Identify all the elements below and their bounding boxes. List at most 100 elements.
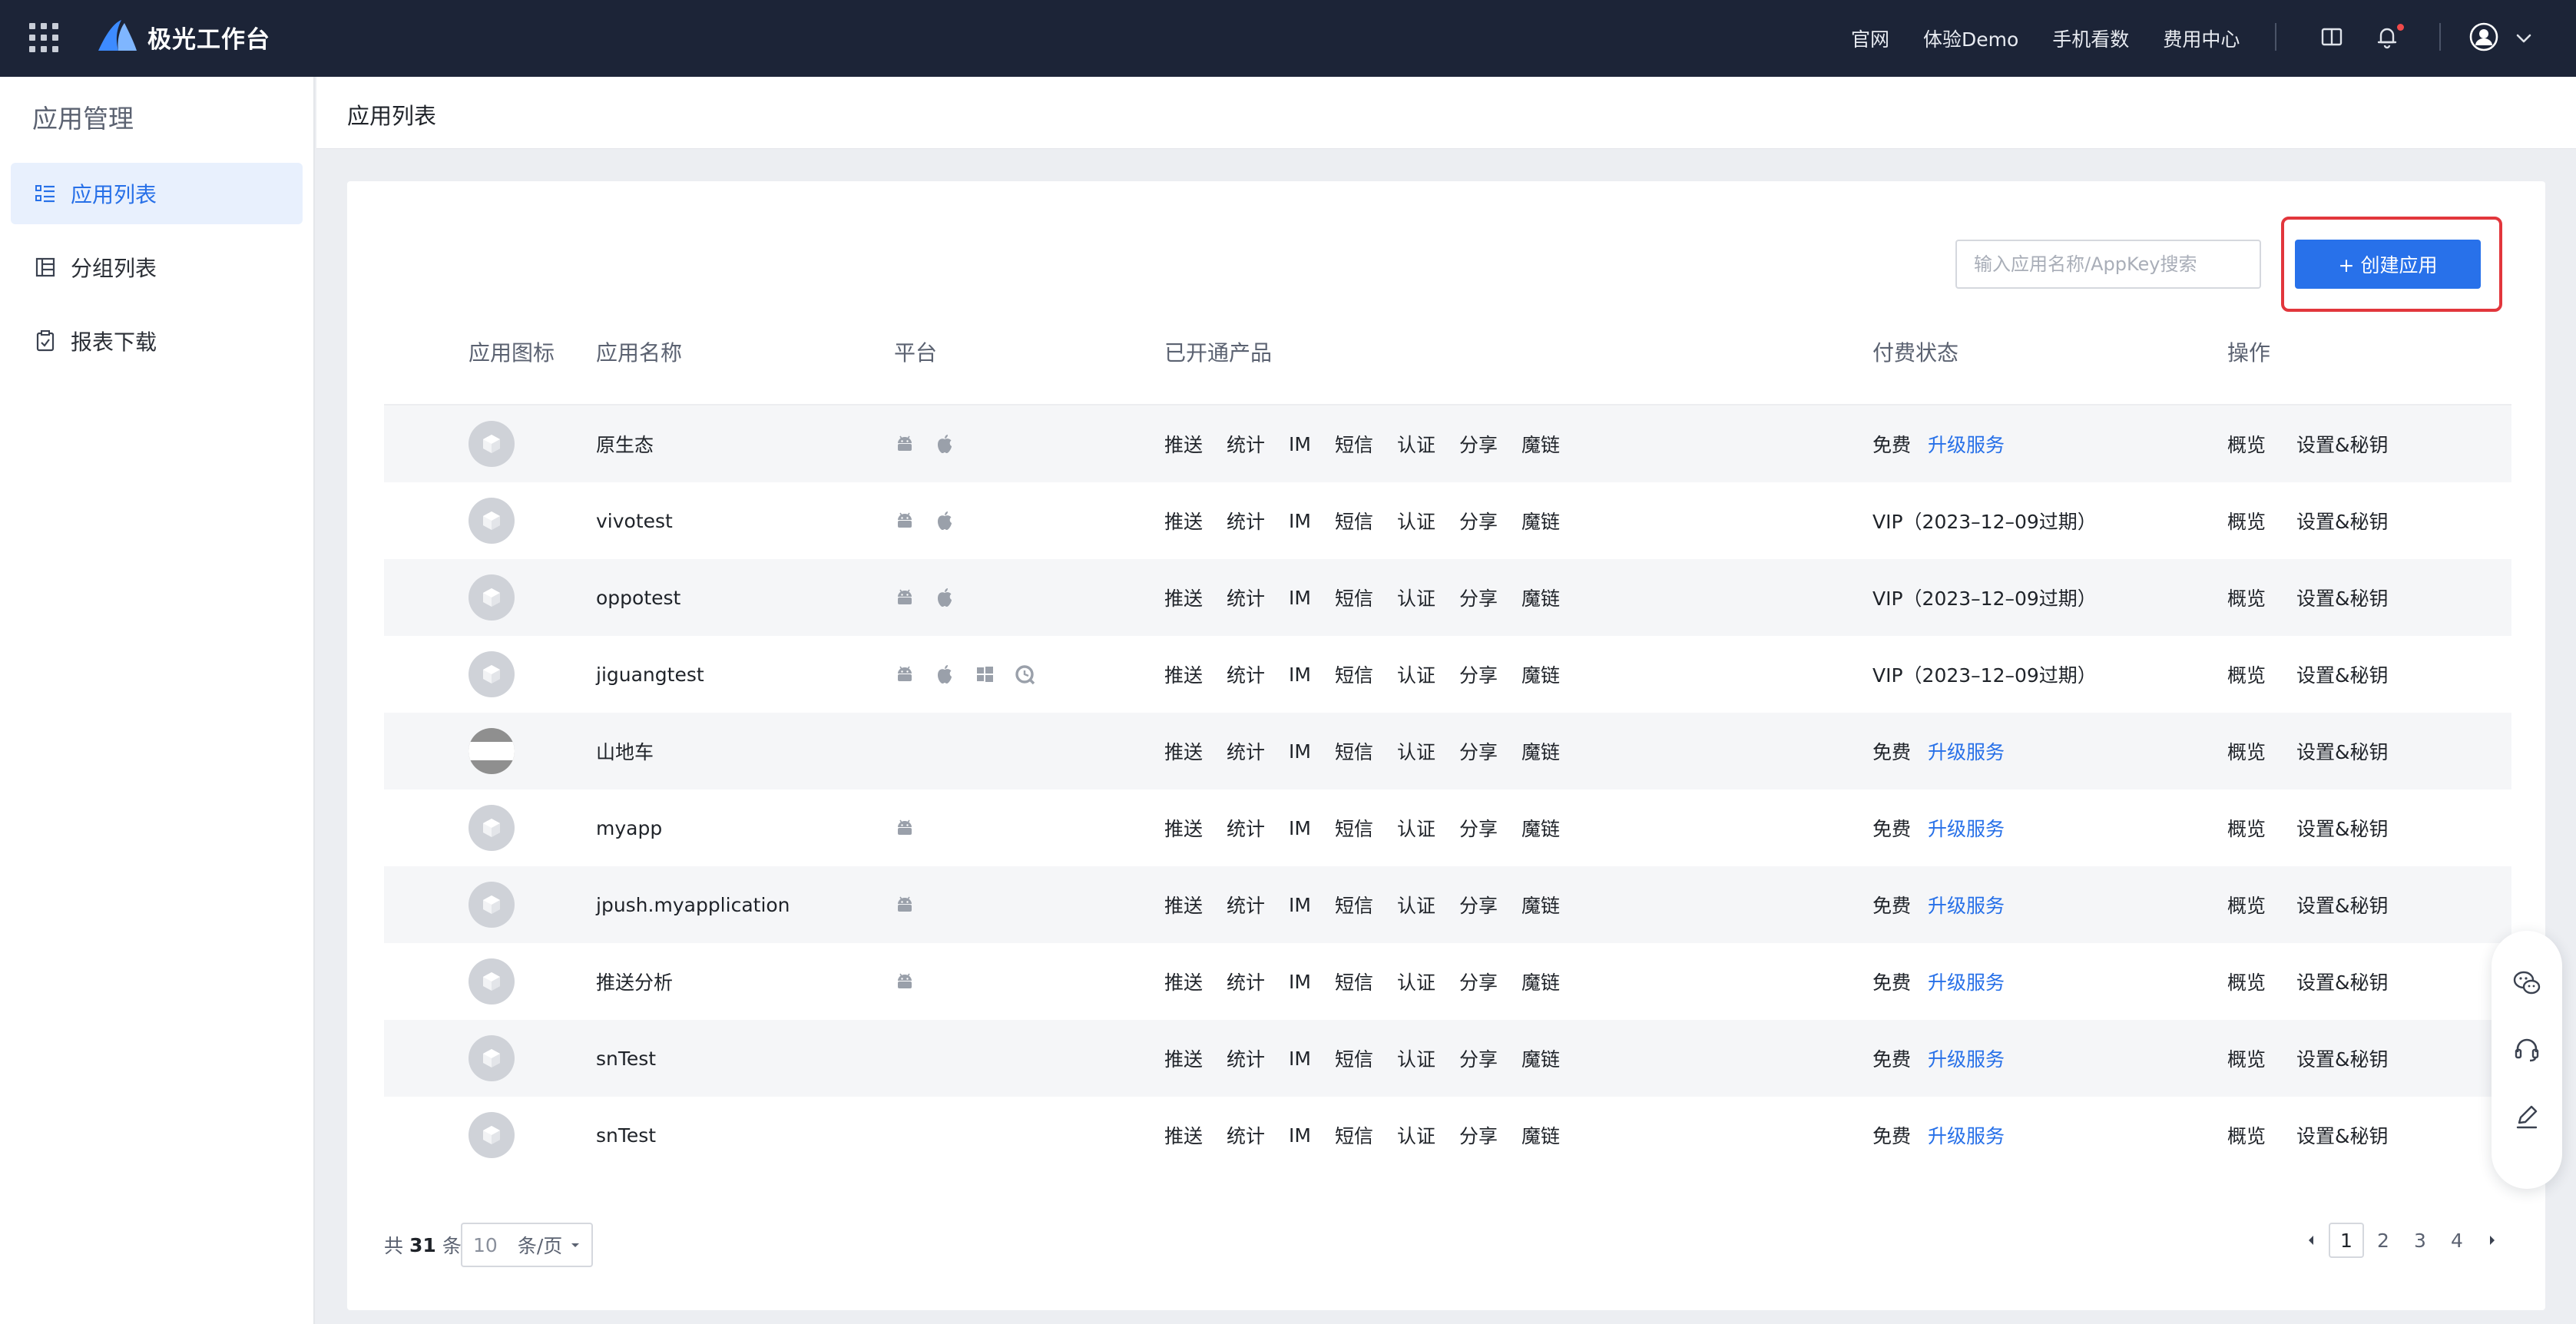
product-tag: 推送 bbox=[1164, 818, 1204, 840]
app-screenshot-icon bbox=[469, 728, 515, 774]
product-tag: 统计 bbox=[1227, 1125, 1266, 1147]
create-app-button[interactable]: + 创建应用 bbox=[2295, 240, 2481, 289]
overview-link[interactable]: 概览 bbox=[2227, 588, 2266, 610]
app-name[interactable]: snTest bbox=[596, 1047, 657, 1070]
page-3-button[interactable]: 3 bbox=[2414, 1229, 2426, 1252]
product-tag: 推送 bbox=[1164, 1125, 1204, 1147]
mobile-dashboard-link[interactable]: 手机看数 bbox=[2052, 28, 2130, 51]
overview-link[interactable]: 概览 bbox=[2227, 664, 2266, 687]
sidebar-item-group-list[interactable]: 分组列表 bbox=[11, 237, 303, 298]
app-name[interactable]: jiguangtest bbox=[596, 663, 704, 686]
product-tag: 统计 bbox=[1227, 1048, 1266, 1071]
sidebar-item-label: 分组列表 bbox=[71, 256, 157, 281]
platform-icons bbox=[894, 866, 934, 943]
row-operations: 概览 设置&秘钥 bbox=[2227, 1020, 2389, 1097]
app-name[interactable]: myapp bbox=[596, 816, 663, 839]
app-name[interactable]: 山地车 bbox=[596, 741, 654, 763]
overview-link[interactable]: 概览 bbox=[2227, 1048, 2266, 1071]
app-name[interactable]: 原生态 bbox=[596, 434, 654, 456]
overview-link[interactable]: 概览 bbox=[2227, 895, 2266, 917]
apps-grid-icon[interactable] bbox=[29, 23, 58, 52]
app-placeholder-icon bbox=[483, 819, 500, 837]
product-list: 推送 统计 IM 短信 认证 分享 魔链 bbox=[1164, 1097, 1584, 1173]
book-icon[interactable] bbox=[2318, 23, 2346, 51]
overview-link[interactable]: 概览 bbox=[2227, 1125, 2266, 1147]
upgrade-service-link[interactable]: 升级服务 bbox=[1928, 971, 2005, 994]
settings-secret-link[interactable]: 设置&秘钥 bbox=[2296, 741, 2389, 763]
table-row: snTest 推送 统计 IM 短信 认证 分享 魔链 免费 升级服务 概览 设置&秘钥 bbox=[384, 1020, 2511, 1097]
status-text: 免费 bbox=[1872, 971, 1912, 994]
product-list: 推送 统计 IM 短信 认证 分享 魔链 bbox=[1164, 789, 1584, 866]
status-text: VIP（2023–12–09过期） bbox=[1872, 588, 2097, 610]
page-size-select[interactable]: 10 条/页 bbox=[461, 1223, 593, 1267]
settings-secret-link[interactable]: 设置&秘钥 bbox=[2296, 971, 2389, 994]
payment-status: VIP（2023–12–09过期） bbox=[1872, 559, 2097, 636]
settings-secret-link[interactable]: 设置&秘钥 bbox=[2296, 1048, 2389, 1071]
settings-secret-link[interactable]: 设置&秘钥 bbox=[2296, 511, 2389, 533]
overview-link[interactable]: 概览 bbox=[2227, 971, 2266, 994]
page-size-unit: 条/页 bbox=[517, 1235, 563, 1257]
product-tag: 魔链 bbox=[1521, 971, 1561, 994]
page-2-button[interactable]: 2 bbox=[2377, 1229, 2389, 1252]
chevron-down-icon[interactable] bbox=[2513, 28, 2535, 49]
app-name[interactable]: snTest bbox=[596, 1124, 657, 1147]
user-avatar-icon[interactable] bbox=[2468, 22, 2499, 52]
upgrade-service-link[interactable]: 升级服务 bbox=[1928, 1048, 2005, 1071]
product-tag: 统计 bbox=[1227, 971, 1266, 994]
app-name[interactable]: vivotest bbox=[596, 509, 673, 532]
product-list: 推送 统计 IM 短信 认证 分享 魔链 bbox=[1164, 943, 1584, 1020]
overview-link[interactable]: 概览 bbox=[2227, 818, 2266, 840]
apple-icon bbox=[938, 435, 952, 453]
status-text: VIP（2023–12–09过期） bbox=[1872, 664, 2097, 687]
app-name[interactable]: jpush.myapplication bbox=[596, 893, 790, 916]
aurora-logo[interactable] bbox=[95, 18, 138, 54]
row-operations: 概览 设置&秘钥 bbox=[2227, 789, 2389, 866]
product-tag: 统计 bbox=[1227, 741, 1266, 763]
page-4-button[interactable]: 4 bbox=[2451, 1229, 2463, 1252]
settings-secret-link[interactable]: 设置&秘钥 bbox=[2296, 895, 2389, 917]
divider bbox=[2439, 23, 2441, 51]
app-name[interactable]: 推送分析 bbox=[596, 971, 674, 994]
settings-secret-link[interactable]: 设置&秘钥 bbox=[2296, 588, 2389, 610]
app-name[interactable]: oppotest bbox=[596, 586, 681, 609]
sidebar-item-app-list[interactable]: 应用列表 bbox=[11, 163, 303, 224]
app-icon bbox=[469, 805, 515, 851]
upgrade-service-link[interactable]: 升级服务 bbox=[1928, 895, 2005, 917]
search-input[interactable] bbox=[1955, 240, 2261, 289]
settings-secret-link[interactable]: 设置&秘钥 bbox=[2296, 1125, 2389, 1147]
row-operations: 概览 设置&秘钥 bbox=[2227, 1097, 2389, 1173]
edit-icon[interactable] bbox=[2511, 1101, 2542, 1132]
settings-secret-link[interactable]: 设置&秘钥 bbox=[2296, 434, 2389, 456]
demo-link[interactable]: 体验Demo bbox=[1923, 28, 2019, 51]
product-tag: 分享 bbox=[1459, 1048, 1498, 1071]
overview-link[interactable]: 概览 bbox=[2227, 434, 2266, 456]
next-page-icon[interactable] bbox=[2475, 1223, 2510, 1258]
settings-secret-link[interactable]: 设置&秘钥 bbox=[2296, 664, 2389, 687]
settings-secret-link[interactable]: 设置&秘钥 bbox=[2296, 818, 2389, 840]
product-tag: 分享 bbox=[1459, 664, 1498, 687]
page-1-button[interactable]: 1 bbox=[2329, 1223, 2364, 1258]
upgrade-service-link[interactable]: 升级服务 bbox=[1928, 741, 2005, 763]
overview-link[interactable]: 概览 bbox=[2227, 511, 2266, 533]
sidebar-item-report-download[interactable]: 报表下载 bbox=[11, 310, 303, 372]
official-site-link[interactable]: 官网 bbox=[1851, 28, 1890, 51]
product-tag: IM bbox=[1289, 970, 1311, 993]
upgrade-service-link[interactable]: 升级服务 bbox=[1928, 434, 2005, 456]
app-placeholder-icon bbox=[483, 588, 500, 607]
product-tag: 短信 bbox=[1334, 818, 1373, 840]
apple-icon bbox=[938, 511, 952, 530]
sidebar-item-label: 报表下载 bbox=[71, 329, 157, 355]
overview-link[interactable]: 概览 bbox=[2227, 741, 2266, 763]
app-placeholder-icon bbox=[483, 511, 500, 530]
product-tag: 短信 bbox=[1334, 434, 1373, 456]
total-number: 31 bbox=[409, 1233, 436, 1256]
prev-page-icon[interactable] bbox=[2293, 1223, 2329, 1258]
product-tag: IM bbox=[1289, 740, 1311, 763]
wechat-icon[interactable] bbox=[2511, 968, 2542, 998]
product-tag: 认证 bbox=[1397, 895, 1436, 917]
bell-icon[interactable] bbox=[2373, 23, 2401, 51]
upgrade-service-link[interactable]: 升级服务 bbox=[1928, 818, 2005, 840]
headset-icon[interactable] bbox=[2511, 1034, 2542, 1064]
billing-center-link[interactable]: 费用中心 bbox=[2163, 28, 2240, 51]
upgrade-service-link[interactable]: 升级服务 bbox=[1928, 1125, 2005, 1147]
